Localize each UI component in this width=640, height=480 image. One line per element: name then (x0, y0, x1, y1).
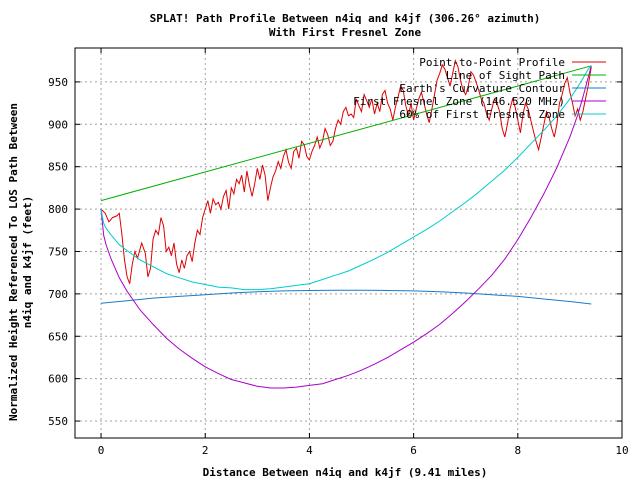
y-tick-label: 800 (48, 203, 68, 216)
chart-title: SPLAT! Path Profile Between n4iq and k4j… (150, 12, 541, 25)
series-first-fresnel-zone-146-520-mhz (100, 65, 592, 389)
plot-frame (74, 47, 623, 439)
y-tick-label: 650 (48, 330, 68, 343)
x-tick-label: 2 (202, 444, 209, 457)
x-tick-label: 4 (306, 444, 313, 457)
x-tick-label: 10 (615, 444, 628, 457)
legend-label: Earth's Curvature Contour (399, 82, 565, 95)
y-axis-label-line-2: n4iq and k4jf (feet) (21, 196, 34, 328)
series-lines (100, 59, 592, 389)
series-60-of-first-fresnel-zone (100, 65, 592, 291)
legend-label: Point-to-Point Profile (419, 56, 565, 69)
x-tick-label: 8 (514, 444, 521, 457)
y-tick-label: 600 (48, 373, 68, 386)
x-tick-label: 6 (410, 444, 417, 457)
chart-subtitle: With First Fresnel Zone (269, 26, 422, 39)
series-earth-s-curvature-contour (100, 289, 592, 305)
y-tick-label: 550 (48, 415, 68, 428)
y-tick-label: 900 (48, 118, 68, 131)
y-tick-label: 950 (48, 76, 68, 89)
y-axis-label-line-1: Normalized Height Referenced To LOS Path… (7, 103, 20, 421)
legend-label: 60% of First Fresnel Zone (399, 108, 565, 121)
series-line-of-sight-path (100, 65, 592, 202)
axis-ticks: 0 2 4 6 8 10 550 600 650 700 750 800 850 900 950 (48, 48, 629, 457)
x-tick-label: 0 (98, 444, 105, 457)
y-tick-label: 700 (48, 288, 68, 301)
legend-label: First Fresnel Zone (146.520 MHz) (353, 95, 565, 108)
y-tick-label: 850 (48, 161, 68, 174)
x-axis-label: Distance Between n4iq and k4jf (9.41 mil… (203, 466, 488, 479)
legend-label: Line of Sight Path (446, 69, 565, 82)
series-point-to-point-profile (100, 59, 592, 284)
y-tick-label: 750 (48, 245, 68, 258)
